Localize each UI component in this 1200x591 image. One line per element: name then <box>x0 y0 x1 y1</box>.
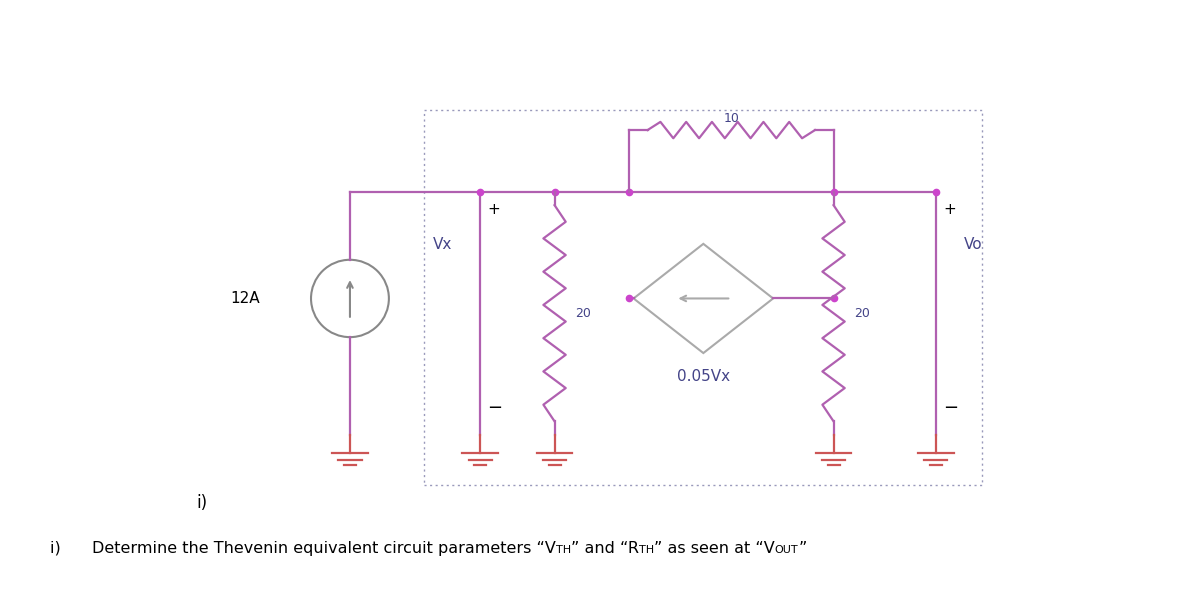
Text: 10: 10 <box>724 112 739 125</box>
Text: 0.05Vx: 0.05Vx <box>677 369 730 384</box>
Text: OUT: OUT <box>775 545 798 555</box>
Text: TH: TH <box>638 545 654 555</box>
Text: i): i) <box>197 494 208 512</box>
Text: +: + <box>943 202 956 217</box>
Text: −: − <box>487 399 503 417</box>
Text: Determine the Thevenin equivalent circuit parameters “V: Determine the Thevenin equivalent circui… <box>92 541 556 556</box>
Text: i): i) <box>50 541 92 556</box>
Text: ” and “R: ” and “R <box>571 541 638 556</box>
Text: TH: TH <box>556 545 571 555</box>
Text: ”: ” <box>798 541 806 556</box>
Text: Vx: Vx <box>433 238 452 252</box>
Text: −: − <box>943 399 959 417</box>
Text: 12A: 12A <box>230 291 260 306</box>
Text: +: + <box>487 202 500 217</box>
Text: ” as seen at “V: ” as seen at “V <box>654 541 775 556</box>
Text: 20: 20 <box>575 307 590 320</box>
Text: 20: 20 <box>854 307 870 320</box>
Text: Vo: Vo <box>964 238 983 252</box>
